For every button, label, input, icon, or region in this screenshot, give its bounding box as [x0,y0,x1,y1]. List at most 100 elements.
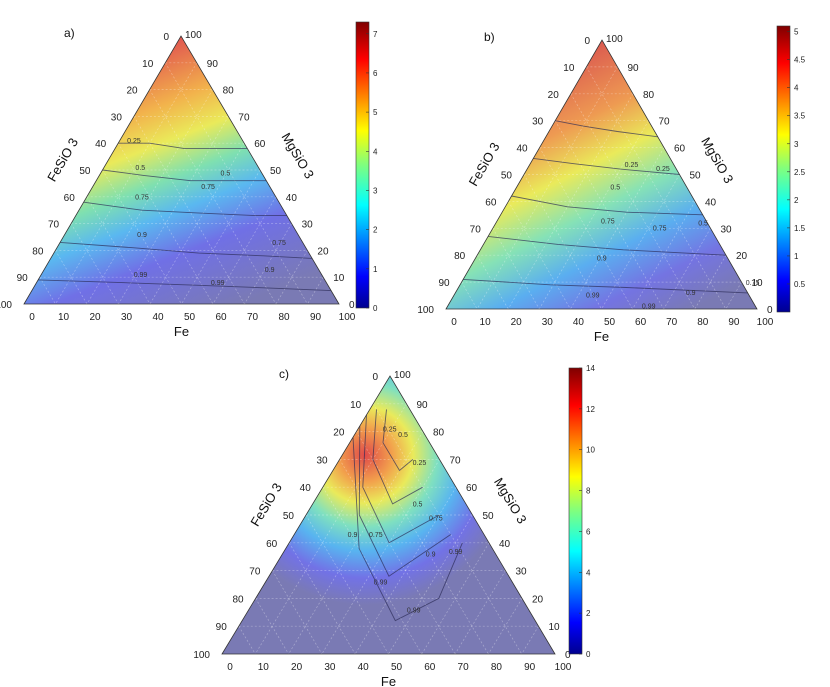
grid-line [149,89,277,305]
contour-0.25 [555,120,658,138]
grid-line [632,201,696,310]
bottom-tick-label: 90 [524,662,536,673]
grid-line [288,542,356,655]
contour-label: 0.5 [220,170,230,177]
right-tick-label: 100 [185,30,202,41]
grid-line [288,431,424,655]
bottom-tick-label: 100 [555,662,572,673]
right-tick-label: 70 [659,117,671,128]
left-tick-label: 90 [438,278,450,289]
contour-label: 0.5 [135,165,145,172]
grid-line [255,403,407,655]
bottom-tick-label: 80 [491,662,503,673]
colorbar-tick-label: 2 [586,609,591,618]
left-tick-label: 40 [300,483,312,494]
grid-line [102,169,182,305]
contour-label: 0.75 [369,532,383,539]
left-tick-label: 10 [142,59,154,70]
grid-line [272,570,323,655]
ternary-fill [222,376,555,654]
left-tick-label: 60 [485,197,497,208]
grid-line [149,143,245,305]
grid-line [238,626,256,655]
grid-line [305,514,389,655]
bottom-tick-label: 100 [757,317,774,328]
right-tick-label: 0 [767,305,773,316]
contour-0.5 [372,409,423,505]
right-tick-label: 30 [721,224,733,235]
grid-line [86,89,213,305]
right-tick-label: 60 [254,139,266,150]
contour-label: 0.99 [374,580,388,587]
left-tick-label: 80 [32,246,44,257]
right-tick-label: 30 [516,567,528,578]
colorbar-tick-label: 6 [586,527,591,536]
bottom-tick-label: 90 [310,312,322,323]
contour-label: 0.9 [597,256,607,263]
contour-0.99 [463,278,748,294]
contour-0.9 [488,235,727,256]
grid-line [322,487,423,655]
grid-line [164,62,308,305]
colorbar-tick-label: 2.5 [794,168,806,177]
triangle-outline [221,375,556,655]
grid-line [538,120,649,310]
contour-label: 0.9 [348,532,358,539]
left-axis-title: FeSiO 3 [247,480,285,529]
contour-label: 0.75 [272,240,286,247]
colorbar-tick-label: 14 [586,364,595,373]
grid-line [521,626,539,655]
bottom-tick-label: 80 [697,317,709,328]
bottom-tick-label: 30 [121,312,133,323]
grid-line [244,223,292,305]
grid-line [492,228,540,310]
colorbar-tick-label: 3 [794,140,799,149]
right-tick-label: 50 [690,171,702,182]
colorbar-tick-label: 0 [586,650,591,659]
grid-line [476,66,618,310]
left-tick-label: 20 [548,90,560,101]
ternary-fill [446,40,757,309]
left-tick-label: 0 [372,372,378,383]
contour-label: 0.75 [601,218,615,225]
left-tick-label: 60 [64,193,76,204]
left-tick-label: 50 [79,166,91,177]
colorbar-tick-label: 5 [373,108,378,117]
contour-label: 0.9 [426,552,436,559]
left-tick-label: 0 [163,32,169,43]
grid-line [454,570,506,655]
right-tick-label: 0 [349,300,355,311]
grid-line [117,143,214,305]
colorbar-tick-label: 12 [586,405,595,414]
left-tick-label: 80 [454,251,466,262]
grid-line [507,93,634,310]
ternary-panel-2: 0.25 0.5 0.75 0.9 0.99 0.25 0.5 0.75 0.75 0.9 0.99… [417,25,806,344]
colorbar-tick-label: 4 [373,147,378,156]
grid-line [586,66,727,310]
bottom-tick-label: 20 [291,662,303,673]
grid-line [725,281,742,310]
bottom-tick-label: 70 [247,312,259,323]
grid-line [663,228,711,310]
right-tick-label: 10 [752,278,764,289]
right-tick-label: 100 [394,370,411,381]
colorbar [568,367,583,655]
contour-label: 0.99 [407,607,421,614]
contour-label: 0.99 [642,303,656,310]
right-tick-label: 60 [466,483,478,494]
right-tick-label: 50 [270,166,282,177]
right-tick-label: 20 [317,246,329,257]
colorbar-tick-label: 1.5 [794,224,806,233]
bottom-tick-label: 90 [728,317,740,328]
grid-line [255,598,289,655]
grid-line [601,174,680,310]
contour-0.25 [118,142,248,150]
ternary-fill [24,36,339,304]
right-tick-label: 80 [223,86,235,97]
right-tick-label: 10 [333,273,345,284]
left-tick-label: 40 [516,144,528,155]
contour-label: 0.25 [656,166,670,173]
contour-0.99 [38,279,332,292]
left-tick-label: 10 [350,400,362,411]
